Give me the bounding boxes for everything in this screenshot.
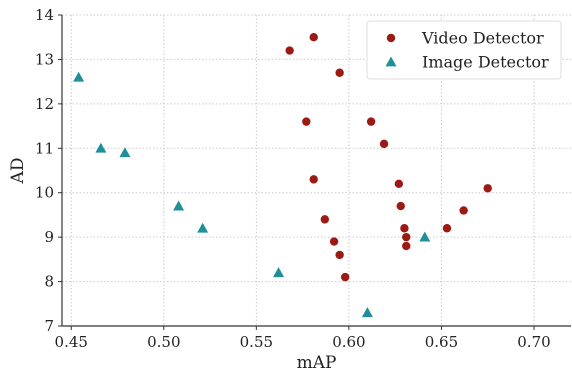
x-tick-label: 0.65 — [425, 333, 458, 351]
video-detector-point — [394, 179, 404, 189]
video-detector-point — [396, 201, 405, 211]
video-detector-point — [366, 117, 376, 126]
video-detector-point — [335, 68, 344, 77]
image-detector-point — [173, 200, 185, 211]
legend-marker-image — [385, 56, 397, 67]
y-tick-label: 9 — [44, 228, 54, 246]
y-tick-label: 14 — [35, 6, 54, 24]
image-detector-point — [361, 307, 373, 318]
video-detector-point — [302, 117, 311, 126]
video-detector-point — [483, 184, 492, 193]
video-detector-point — [335, 250, 344, 260]
image-detector-point — [197, 222, 209, 233]
legend-label: Image Detector — [422, 53, 549, 72]
y-tick-label: 12 — [35, 95, 54, 113]
axes — [58, 14, 571, 330]
y-tick-label: 11 — [35, 139, 54, 157]
x-tick-label: 0.45 — [55, 333, 88, 351]
video-detector-point — [379, 139, 389, 149]
x-tick-label: 0.60 — [332, 333, 365, 351]
image-detector-point — [73, 71, 85, 82]
legend-label: Video Detector — [421, 29, 544, 48]
image-detector-point — [95, 142, 107, 153]
x-axis-title: mAP — [297, 353, 337, 373]
x-tick-label: 0.55 — [240, 333, 273, 351]
video-detector-point — [309, 175, 318, 184]
y-axis-title: AD — [8, 158, 28, 185]
video-detector-point — [402, 241, 411, 251]
legend-box — [366, 20, 562, 80]
video-detector-point — [402, 232, 411, 242]
tick-labels: 0.45 0.50 0.55 0.60 0.65 0.70 7 8 9 10 11 12 13 14 — [35, 6, 551, 351]
x-tick-label: 0.50 — [147, 333, 180, 351]
y-tick-label: 8 — [44, 273, 54, 291]
image-detector-point — [119, 147, 131, 158]
data-points — [73, 33, 492, 318]
legend-marker-video — [386, 33, 396, 43]
video-detector-point — [329, 237, 339, 246]
image-detector-point — [273, 267, 285, 278]
legend: Video Detector Image Detector — [366, 20, 562, 80]
y-tick-label: 7 — [44, 317, 54, 335]
video-detector-point — [340, 272, 350, 282]
video-detector-point — [320, 215, 330, 224]
video-detector-point — [442, 224, 452, 233]
video-detector-point — [285, 46, 294, 55]
y-tick-label: 13 — [35, 50, 54, 68]
y-tick-label: 10 — [35, 184, 54, 202]
video-detector-point — [309, 33, 318, 42]
x-tick-label: 0.70 — [517, 333, 550, 351]
video-detector-point — [459, 206, 468, 215]
image-detector-point — [419, 231, 431, 242]
video-detector-point — [400, 224, 409, 233]
